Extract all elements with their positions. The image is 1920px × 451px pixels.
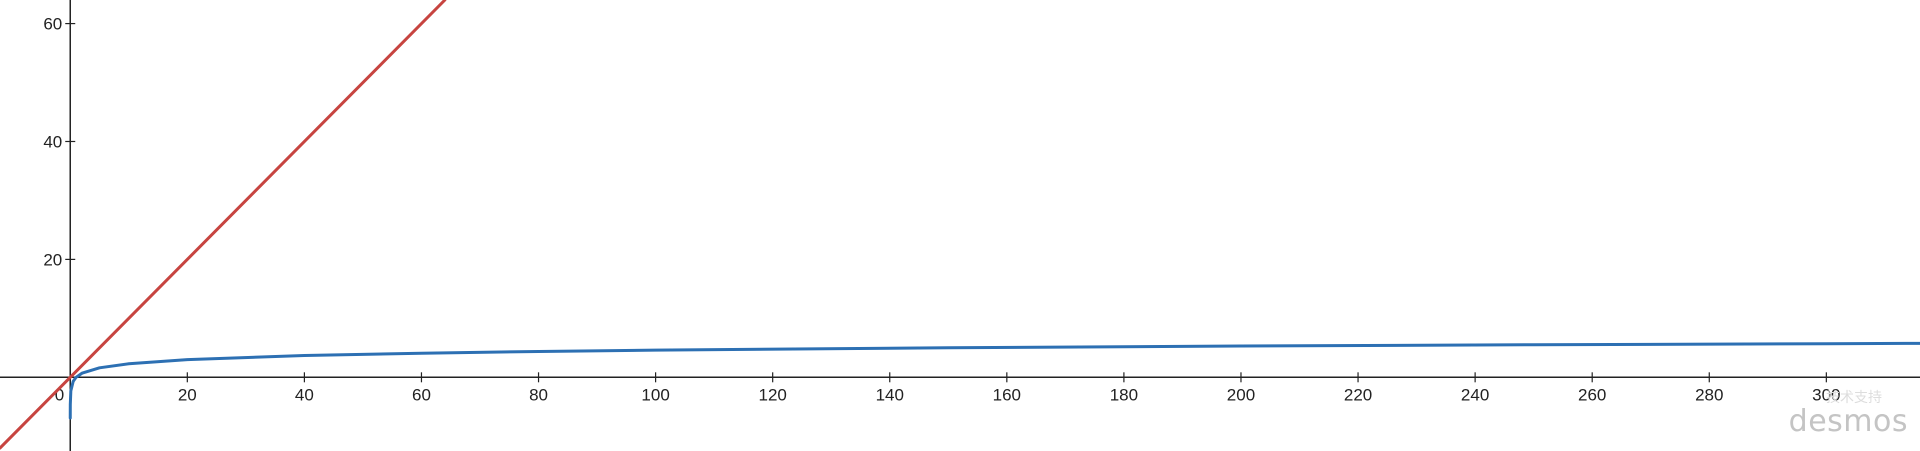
x-tick-label-140: 140 xyxy=(876,385,904,404)
x-tick-label-120: 120 xyxy=(758,385,786,404)
x-tick-label-300: 300 xyxy=(1812,385,1840,404)
desmos-logo-text: desmos xyxy=(1788,404,1908,439)
x-tick-label-180: 180 xyxy=(1110,385,1138,404)
desmos-watermark: 技术支持 desmos xyxy=(1789,391,1908,437)
x-tick-label-280: 280 xyxy=(1695,385,1723,404)
y-tick-label-60: 60 xyxy=(43,15,62,34)
y-tick-label-20: 20 xyxy=(43,250,62,269)
y-tick-label-40: 40 xyxy=(43,132,62,151)
tick-marks xyxy=(65,22,1827,383)
x-tick-label-60: 60 xyxy=(412,385,431,404)
x-tick-label-200: 200 xyxy=(1227,385,1255,404)
x-tick-label-80: 80 xyxy=(529,385,548,404)
x-tick-label-260: 260 xyxy=(1578,385,1606,404)
series-line-log xyxy=(68,341,1920,420)
x-tick-label-160: 160 xyxy=(993,385,1021,404)
tick-labels: 20 40 60 80 100 120 140 160 180 200 220 240 260 280 30… xyxy=(43,15,1840,405)
x-tick-label-240: 240 xyxy=(1461,385,1489,404)
x-tick-label-40: 40 xyxy=(295,385,314,404)
x-tick-label-100: 100 xyxy=(641,385,669,404)
x-tick-label-220: 220 xyxy=(1344,385,1372,404)
x-tick-label-20: 20 xyxy=(178,385,197,404)
watermark-small-text: 技术支持 xyxy=(1826,390,1882,406)
origin-label: 0 xyxy=(55,385,64,404)
series-line-linear xyxy=(0,0,447,450)
